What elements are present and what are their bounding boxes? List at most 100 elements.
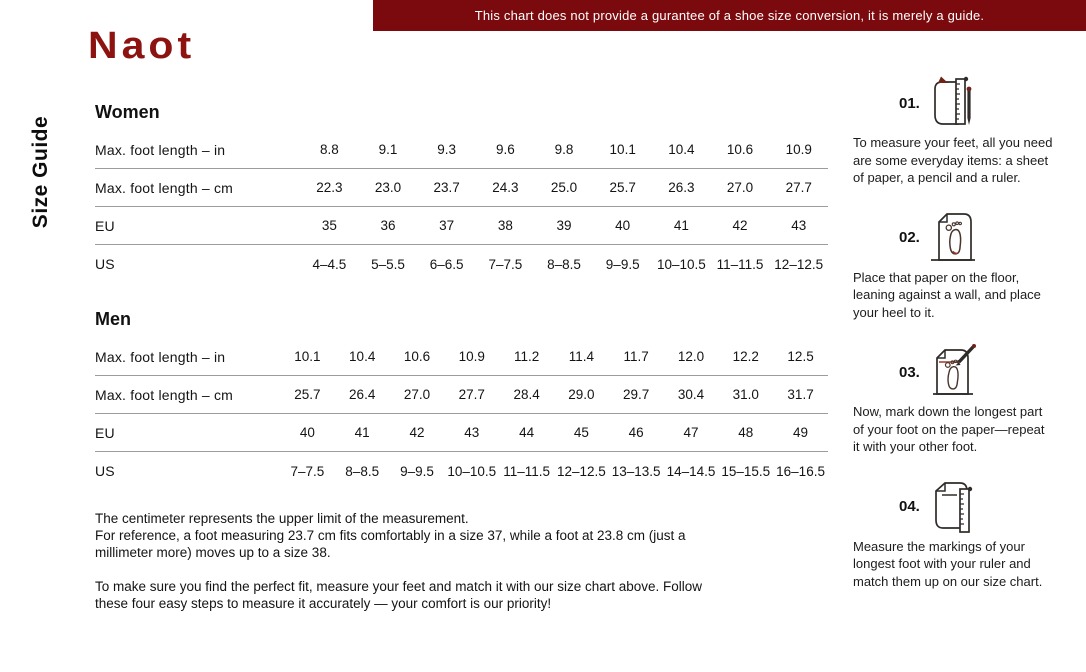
size-value: 25.7 <box>609 180 636 195</box>
size-value: 27.7 <box>458 387 485 402</box>
size-value: 40 <box>615 218 631 233</box>
row-label: Max. foot length – cm <box>95 179 234 196</box>
step-03-number: 03. <box>899 363 920 381</box>
measuring-steps: 01. To measure your feet, all you need a… <box>853 74 1085 612</box>
table-row: US 7–7.5 8–8.5 9–9.5 10–10.5 11–11.5 12–12.5 13… <box>95 452 828 490</box>
size-value: 12.2 <box>732 349 759 364</box>
size-value: 10.9 <box>458 349 485 364</box>
size-value: 10.4 <box>349 349 376 364</box>
step-02-head: 02. <box>899 209 1085 267</box>
size-value: 12.5 <box>787 349 814 364</box>
table-row: Max. foot length – in 8.8 9.1 9.3 9.6 9.8 10.1… <box>95 131 828 169</box>
size-value: 8.8 <box>319 142 339 157</box>
size-value: 12–12.5 <box>556 463 606 479</box>
size-value: 22.3 <box>316 180 343 195</box>
row-label: EU <box>95 424 115 441</box>
men-size-table: Max. foot length – in 10.1 10.4 10.6 10.9 11.… <box>95 338 828 490</box>
row-label: US <box>95 256 115 272</box>
row-label: Max. foot length – in <box>95 141 226 158</box>
size-value: 39 <box>556 218 572 233</box>
step-01: 01. To measure your feet, all you need a… <box>853 74 1085 187</box>
size-value: 6–6.5 <box>429 256 464 272</box>
size-value: 29.7 <box>623 387 650 402</box>
step-03-text: Now, mark down the longest part of your … <box>853 404 1045 454</box>
size-value: 8–8.5 <box>345 463 380 479</box>
size-value: 9.6 <box>495 142 515 157</box>
size-value: 7–7.5 <box>290 463 325 479</box>
disclaimer-banner: This chart does not provide a gurantee o… <box>373 0 1086 31</box>
paper-footprint-icon <box>929 210 979 266</box>
size-value: 28.4 <box>513 387 540 402</box>
size-value: 5–5.5 <box>371 256 405 272</box>
size-value: 10.6 <box>403 349 431 364</box>
size-value: 15–15.5 <box>721 463 771 479</box>
size-value: 40 <box>299 425 315 440</box>
size-value: 27.7 <box>785 180 812 195</box>
size-value: 4–4.5 <box>312 256 347 272</box>
step-02-number: 02. <box>899 229 920 246</box>
women-heading: Women <box>95 102 160 122</box>
size-value: 11–11.5 <box>716 256 764 272</box>
size-value: 10.1 <box>294 349 321 364</box>
size-value: 12–12.5 <box>774 256 824 272</box>
size-value: 46 <box>628 425 644 440</box>
step-03: 03. <box>853 343 1085 456</box>
paper-ruler-icon <box>929 479 979 535</box>
size-value: 27.0 <box>403 387 431 402</box>
row-label: Max. foot length – in <box>95 348 226 365</box>
size-value: 11.4 <box>568 349 595 364</box>
paper-ruler-pencil-icon <box>929 75 979 131</box>
size-value: 13–13.5 <box>611 463 661 479</box>
size-value: 23.0 <box>374 180 402 195</box>
size-value: 27.0 <box>726 180 754 195</box>
paper-footprint-pencil-icon <box>929 344 979 400</box>
size-value: 44 <box>519 425 535 440</box>
size-value: 26.4 <box>349 387 376 402</box>
size-value: 36 <box>380 218 396 233</box>
size-value: 25.7 <box>294 387 321 402</box>
size-value: 14–14.5 <box>666 463 716 479</box>
table-row: Max. foot length – cm 22.3 23.0 23.7 24.3 25.… <box>95 169 828 207</box>
size-value: 31.7 <box>787 387 814 402</box>
size-value: 26.3 <box>668 180 695 195</box>
size-value: 25.0 <box>550 180 578 195</box>
size-value: 10–10.5 <box>656 256 706 272</box>
size-value: 49 <box>793 425 809 440</box>
step-01-head: 01. <box>899 74 1085 132</box>
size-value: 11.2 <box>513 349 540 364</box>
size-guide-vertical-label: Size Guide <box>29 115 52 229</box>
size-value: 9–9.5 <box>400 463 434 479</box>
size-value: 43 <box>791 218 807 233</box>
size-value: 41 <box>354 425 370 440</box>
step-04-head: 04. <box>899 478 1085 536</box>
step-03-head: 03. <box>899 343 1085 401</box>
step-02-text: Place that paper on the floor, leaning a… <box>853 269 1041 320</box>
notes: The centimeter represents the upper limi… <box>95 510 755 612</box>
size-value: 11.7 <box>623 349 649 364</box>
size-value: 10.4 <box>668 142 695 157</box>
size-value: 9.8 <box>554 142 574 157</box>
size-value: 23.7 <box>433 180 460 195</box>
table-row: Max. foot length – in 10.1 10.4 10.6 10.9 11.… <box>95 338 828 376</box>
step-01-text: To measure your feet, all you need are s… <box>853 135 1053 185</box>
size-value: 9.1 <box>378 142 398 157</box>
size-value: 43 <box>464 425 480 440</box>
step-04-text: Measure the markings of your longest foo… <box>853 538 1043 589</box>
size-value: 10–10.5 <box>447 463 497 479</box>
step-02: 02. <box>853 209 1085 322</box>
size-value: 29.0 <box>568 387 595 402</box>
step-04-number: 04. <box>899 498 920 515</box>
size-value: 42 <box>409 425 425 440</box>
size-value: 8–8.5 <box>547 256 581 272</box>
note-instructions: To make sure you find the perfect fit, m… <box>95 579 703 611</box>
size-value: 47 <box>683 425 699 440</box>
size-value: 7–7.5 <box>488 256 523 272</box>
row-label: US <box>95 463 115 479</box>
size-value: 10.6 <box>726 142 754 157</box>
size-value: 41 <box>673 218 689 233</box>
main-content: Women Max. foot length – in 8.8 9.1 9.3 9.6 9… <box>95 102 828 612</box>
table-row: US 4–4.5 5–5.5 6–6.5 7–7.5 8–8.5 9–9.5 10–10.5 1… <box>95 245 828 283</box>
women-size-table: Max. foot length – in 8.8 9.1 9.3 9.6 9.8 10.1… <box>95 131 828 283</box>
size-value: 38 <box>497 218 513 233</box>
